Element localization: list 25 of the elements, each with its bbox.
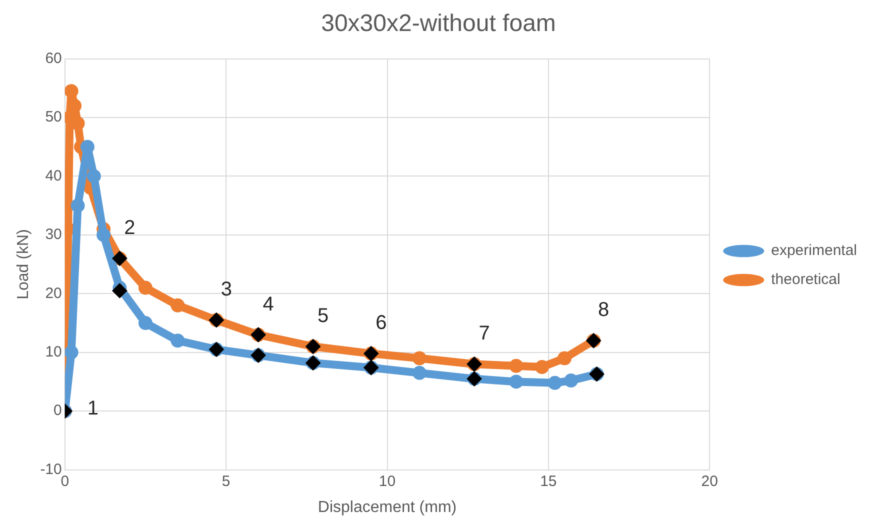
x-tick-label: 5 [222,472,230,490]
x-axis-title: Displacement (mm) [318,498,457,516]
x-tick-label: 15 [540,472,557,490]
x-tick-label: 20 [701,472,718,490]
legend-label: experimental [771,242,858,260]
chart-title: 30x30x2-without foam [321,10,556,38]
annotation: 6 [376,312,387,334]
y-tick-label: 60 [45,50,62,67]
y-tick-label: 10 [45,344,62,361]
y-tick-label: 50 [45,108,62,126]
annotation: 2 [124,216,136,239]
y-tick-label: 0 [54,402,62,420]
annotation: 7 [478,322,490,345]
annotation: 4 [262,293,274,316]
annotation: 8 [598,299,610,322]
y-axis-title: Load (kN) [15,229,32,300]
y-tick-label: 40 [45,167,62,184]
annotation: 1 [87,398,98,420]
y-tick-label: 20 [45,284,62,302]
y-tick-label: 30 [45,226,62,244]
annotation: 5 [318,305,329,328]
y-tick-label: -10 [40,460,62,478]
legend-label: theoretical [771,271,840,288]
x-tick-label: 10 [378,472,396,490]
annotation: 3 [220,278,232,301]
